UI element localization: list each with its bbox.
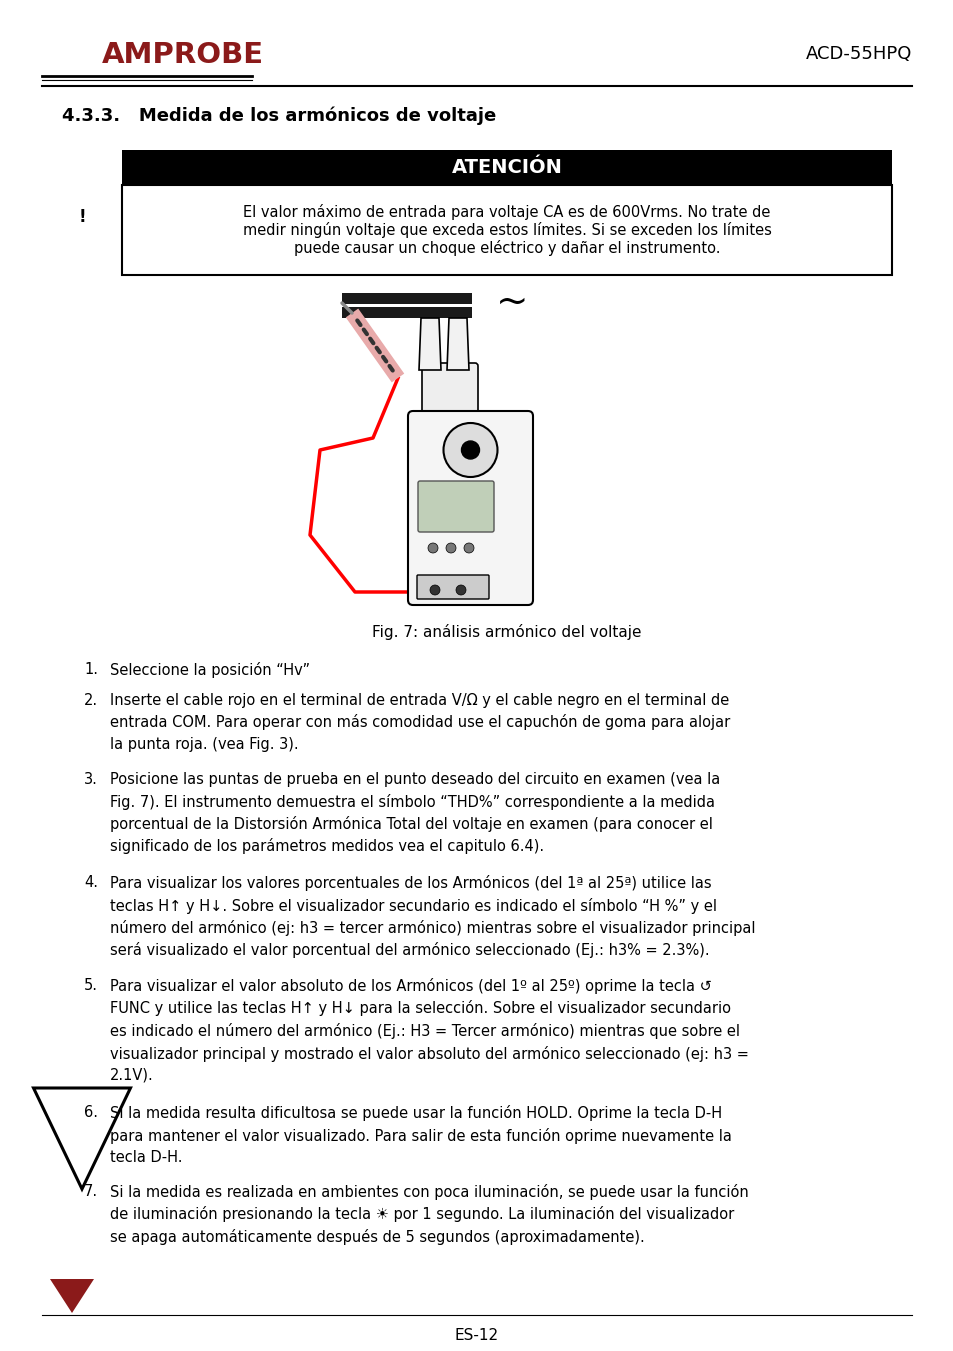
Text: ~: ~	[496, 284, 528, 320]
Text: ES-12: ES-12	[455, 1328, 498, 1343]
FancyBboxPatch shape	[408, 411, 533, 605]
Text: Fig. 7: análisis armónico del voltaje: Fig. 7: análisis armónico del voltaje	[372, 624, 641, 640]
Text: 7.: 7.	[84, 1183, 98, 1198]
Polygon shape	[341, 307, 472, 317]
Text: ACD-55HPQ: ACD-55HPQ	[804, 45, 911, 63]
Text: 4.3.3.   Medida de los armónicos de voltaje: 4.3.3. Medida de los armónicos de voltaj…	[62, 107, 496, 126]
Text: Para visualizar los valores porcentuales de los Armónicos (del 1ª al 25ª) utilic: Para visualizar los valores porcentuales…	[110, 875, 755, 958]
Polygon shape	[418, 317, 440, 370]
Text: Para visualizar el valor absoluto de los Armónicos (del 1º al 25º) oprime la tec: Para visualizar el valor absoluto de los…	[110, 978, 748, 1082]
Text: 4.: 4.	[84, 875, 98, 890]
Circle shape	[443, 423, 497, 477]
Text: 3.: 3.	[84, 771, 98, 788]
Polygon shape	[341, 293, 472, 304]
Text: 1.: 1.	[84, 662, 98, 677]
Text: Posicione las puntas de prueba en el punto deseado del circuito en examen (vea l: Posicione las puntas de prueba en el pun…	[110, 771, 720, 854]
Polygon shape	[447, 317, 469, 370]
FancyBboxPatch shape	[421, 363, 477, 422]
Text: Si la medida es realizada en ambientes con poca iluminación, se puede usar la fu: Si la medida es realizada en ambientes c…	[110, 1183, 748, 1246]
Polygon shape	[122, 150, 891, 185]
FancyBboxPatch shape	[417, 481, 494, 532]
Text: medir ningún voltaje que exceda estos límites. Si se exceden los límites: medir ningún voltaje que exceda estos lí…	[242, 222, 771, 238]
Circle shape	[456, 585, 465, 594]
Circle shape	[430, 585, 439, 594]
Text: AMPROBE: AMPROBE	[102, 41, 264, 69]
Text: El valor máximo de entrada para voltaje CA es de 600Vrms. No trate de: El valor máximo de entrada para voltaje …	[243, 204, 770, 220]
Circle shape	[463, 543, 474, 553]
Circle shape	[428, 543, 437, 553]
Text: Si la medida resulta dificultosa se puede usar la función HOLD. Oprime la tecla : Si la medida resulta dificultosa se pued…	[110, 1105, 731, 1165]
Text: !: !	[78, 208, 86, 227]
Circle shape	[446, 543, 456, 553]
Text: 6.: 6.	[84, 1105, 98, 1120]
Text: !: !	[69, 54, 74, 66]
Text: Seleccione la posición “Hv”: Seleccione la posición “Hv”	[110, 662, 310, 678]
FancyBboxPatch shape	[416, 576, 489, 598]
Text: puede causar un choque eléctrico y dañar el instrumento.: puede causar un choque eléctrico y dañar…	[294, 239, 720, 255]
Text: ATENCIÓN: ATENCIÓN	[451, 158, 562, 177]
Text: 2.: 2.	[84, 693, 98, 708]
Circle shape	[461, 440, 479, 459]
Polygon shape	[122, 185, 891, 276]
Text: 5.: 5.	[84, 978, 98, 993]
Polygon shape	[50, 1279, 94, 1313]
Text: Inserte el cable rojo en el terminal de entrada V/Ω y el cable negro en el termi: Inserte el cable rojo en el terminal de …	[110, 693, 729, 751]
